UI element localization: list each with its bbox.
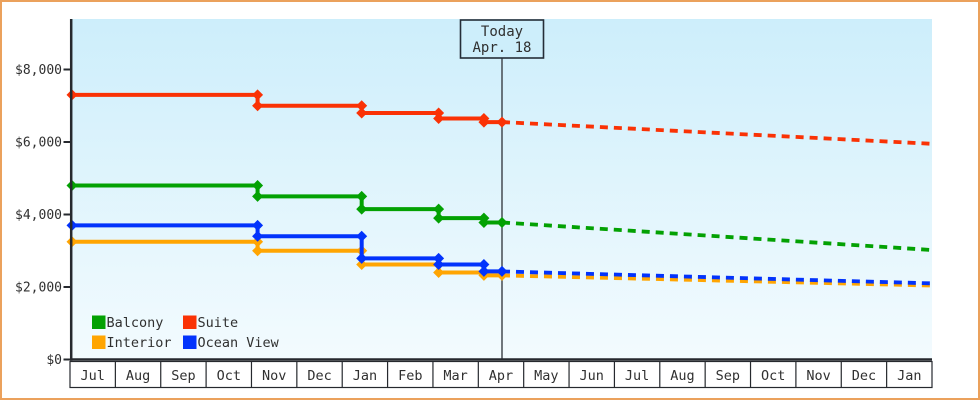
- month-label: Dec: [852, 368, 876, 384]
- month-label: Aug: [670, 368, 694, 384]
- price-point-marker-balcony: [433, 203, 445, 215]
- price-point-marker-interior: [433, 267, 445, 278]
- legend-swatch-balcony: [92, 315, 106, 329]
- month-label: Jan: [353, 368, 377, 384]
- month-label: Sep: [171, 368, 195, 384]
- price-point-marker-ocean-view: [433, 252, 445, 264]
- legend-label-balcony: Balcony: [107, 315, 164, 331]
- legend-label-ocean-view: Ocean View: [198, 335, 280, 351]
- price-point-marker-ocean-view: [478, 259, 490, 271]
- month-label: Mar: [443, 368, 467, 384]
- month-label: Oct: [761, 368, 785, 384]
- price-point-marker-ocean-view: [433, 259, 445, 271]
- month-label: Aug: [126, 368, 150, 384]
- today-box-date: Apr. 18: [472, 40, 531, 56]
- month-label: Apr: [489, 368, 513, 384]
- legend-swatch-interior: [92, 335, 106, 349]
- projected-price-line-ocean-view: [501, 269, 933, 286]
- projected-price-line-interior: [501, 273, 933, 288]
- y-axis-label: $8,000: [15, 63, 62, 78]
- price-point-marker-suite: [496, 116, 508, 128]
- price-point-marker-ocean-view: [496, 265, 508, 277]
- month-label: Dec: [307, 368, 331, 384]
- price-point-marker-ocean-view: [252, 230, 264, 242]
- month-label: Jul: [80, 368, 104, 384]
- month-label: Jul: [625, 368, 649, 384]
- price-point-marker-interior: [252, 245, 264, 257]
- today-box: [459, 19, 545, 59]
- price-point-marker-suite: [433, 112, 445, 124]
- month-label: Oct: [217, 368, 241, 384]
- price-point-marker-balcony: [356, 190, 368, 202]
- price-point-marker-suite: [252, 89, 264, 101]
- price-point-marker-suite: [478, 116, 490, 128]
- month-band: [69, 360, 933, 389]
- legend-swatch-ocean-view: [183, 335, 197, 349]
- price-point-marker-suite: [356, 100, 368, 112]
- y-axis-label: $2,000: [15, 281, 62, 296]
- price-point-marker-ocean-view: [478, 265, 490, 277]
- legend-swatch-suite: [183, 315, 197, 329]
- price-point-marker-balcony: [496, 216, 508, 228]
- today-box-title: Today: [481, 24, 523, 40]
- price-point-marker-ocean-view: [252, 219, 264, 231]
- y-axis-label: $4,000: [15, 208, 62, 223]
- price-point-marker-suite: [356, 107, 368, 119]
- month-label: Sep: [716, 368, 740, 384]
- price-point-marker-balcony: [252, 180, 264, 191]
- projected-price-line-balcony: [501, 220, 933, 252]
- y-axis-label: $6,000: [15, 136, 62, 151]
- month-label: May: [534, 368, 558, 384]
- y-axis-label: $0: [46, 353, 62, 368]
- legend-label-suite: Suite: [198, 315, 239, 331]
- price-point-marker-balcony: [478, 216, 490, 228]
- price-point-marker-suite: [252, 100, 264, 112]
- price-point-marker-balcony: [356, 203, 368, 215]
- price-point-marker-ocean-view: [356, 230, 368, 242]
- projected-price-line-suite: [501, 120, 933, 146]
- month-label: Feb: [398, 368, 422, 384]
- legend-label-interior: Interior: [107, 335, 172, 351]
- price-point-marker-ocean-view: [356, 252, 368, 264]
- price-point-marker-interior: [356, 259, 368, 271]
- price-point-marker-balcony: [433, 212, 445, 224]
- price-point-marker-balcony: [252, 190, 264, 202]
- month-label: Nov: [806, 368, 830, 384]
- month-label: Jun: [580, 368, 604, 384]
- month-label: Jan: [897, 368, 921, 384]
- month-label: Nov: [262, 368, 286, 384]
